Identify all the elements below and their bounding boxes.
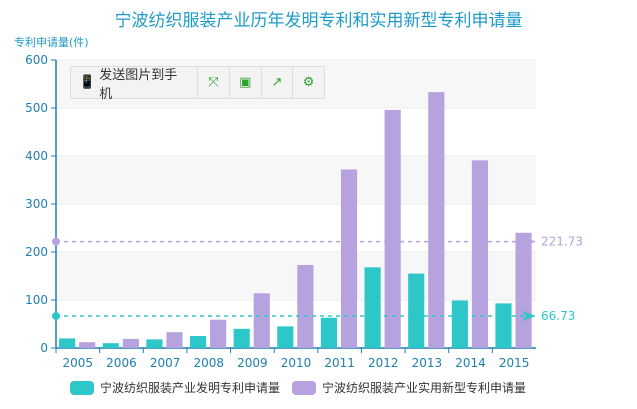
- bar-utility: [340, 169, 358, 348]
- y-tick-label: 100: [25, 293, 48, 307]
- x-tick-label: 2008: [193, 356, 224, 370]
- bar-invention: [146, 339, 163, 348]
- y-tick-label: 500: [25, 101, 48, 115]
- markline-start-dot: [52, 237, 60, 246]
- legend-item-invention[interactable]: 宁波纺织服装产业发明专利申请量: [70, 379, 280, 396]
- y-tick-label: 0: [40, 341, 48, 355]
- toolbox: 📱 发送图片到手机 ⤧ ▣ ↗ ⚙: [70, 66, 325, 102]
- bar-utility: [122, 338, 139, 348]
- x-tick-label: 2012: [368, 356, 399, 370]
- bar-invention: [320, 317, 338, 348]
- legend-label: 宁波纺织服装产业发明专利申请量: [100, 381, 281, 395]
- bar-utility: [471, 160, 488, 348]
- bar-invention: [277, 326, 294, 348]
- phone-send-icon: 📱: [79, 75, 96, 90]
- legend-swatch: [292, 380, 317, 395]
- share-button[interactable]: ↗: [262, 67, 294, 98]
- bar-utility: [384, 109, 401, 348]
- bar-utility: [253, 293, 270, 348]
- save-button[interactable]: ▣: [230, 67, 262, 98]
- split-area: [56, 204, 536, 252]
- y-tick-label: 200: [25, 245, 48, 259]
- fullscreen-button[interactable]: ⤧: [198, 67, 230, 98]
- split-area: [56, 156, 536, 204]
- bar-utility: [210, 319, 227, 348]
- markline-arrow: [522, 310, 536, 321]
- x-tick-label: 2007: [150, 356, 181, 370]
- legend-label: 宁波纺织服装产业实用新型专利申请量: [322, 381, 527, 395]
- bar-invention: [59, 338, 76, 348]
- x-tick-label: 2005: [63, 356, 94, 370]
- split-area: [56, 108, 536, 156]
- bar-invention: [495, 303, 512, 348]
- gear-icon: ⚙: [302, 75, 315, 90]
- y-tick-label: 600: [25, 53, 48, 67]
- x-tick-label: 2006: [106, 356, 137, 370]
- y-tick-label: 400: [25, 149, 48, 163]
- y-tick-label: 300: [25, 197, 48, 211]
- x-tick-label: 2014: [455, 356, 486, 370]
- send-to-phone-button[interactable]: 📱 发送图片到手机: [71, 67, 199, 102]
- x-tick-label: 2009: [237, 356, 268, 370]
- markline-arrow: [522, 236, 536, 247]
- save-icon: ▣: [239, 75, 252, 90]
- markline-start-dot: [52, 311, 60, 320]
- bar-utility: [166, 332, 183, 348]
- x-tick-label: 2010: [281, 356, 312, 370]
- bar-utility: [297, 264, 314, 348]
- bar-utility: [428, 92, 445, 348]
- average-label: 221.73: [541, 235, 583, 249]
- x-tick-label: 2013: [412, 356, 443, 370]
- share-icon: ↗: [271, 75, 283, 90]
- bar-utility: [515, 232, 532, 348]
- chart-title: 宁波纺织服装产业历年发明专利和实用新型专利申请量: [114, 11, 523, 31]
- legend: 宁波纺织服装产业发明专利申请量 宁波纺织服装产业实用新型专利申请量: [70, 379, 526, 396]
- split-area: [56, 252, 536, 300]
- y-axis-label: 专利申请量(件): [14, 36, 89, 49]
- legend-item-utility[interactable]: 宁波纺织服装产业实用新型专利申请量: [292, 379, 526, 396]
- bar-invention: [189, 336, 207, 348]
- send-label: 发送图片到手机: [99, 67, 178, 102]
- bar-invention: [102, 343, 119, 348]
- settings-button[interactable]: ⚙: [293, 67, 324, 98]
- bar-invention: [364, 267, 381, 348]
- bar-invention: [408, 273, 425, 348]
- bar-utility: [79, 342, 96, 348]
- legend-swatch: [70, 380, 94, 395]
- x-tick-label: 2011: [324, 356, 355, 370]
- bar-invention: [451, 300, 468, 348]
- x-tick-label: 2015: [499, 356, 530, 370]
- bar-invention: [233, 328, 250, 348]
- average-label: 66.73: [541, 309, 575, 323]
- fullscreen-icon: ⤧: [208, 75, 219, 90]
